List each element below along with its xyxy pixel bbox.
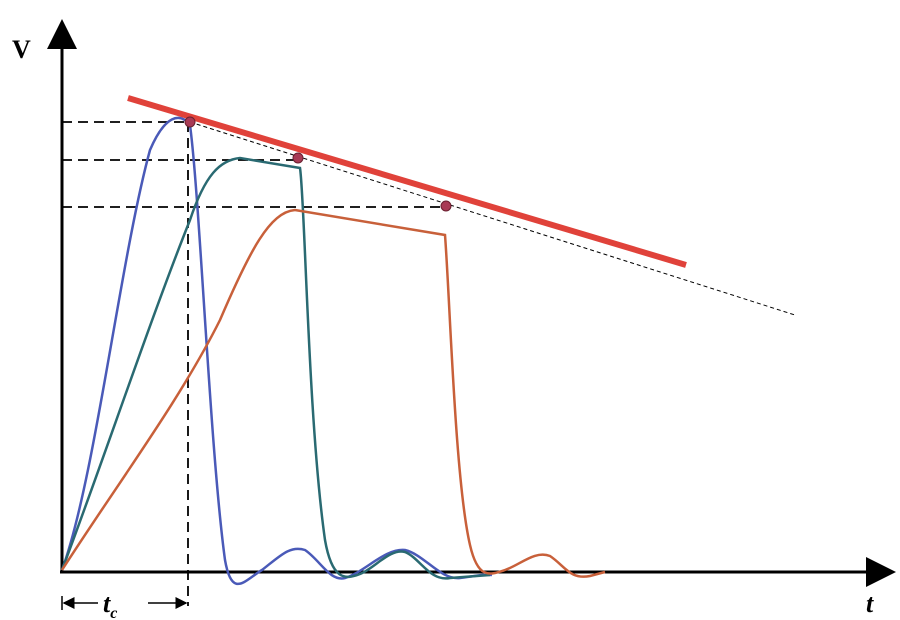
- tc-subscript: c: [110, 605, 117, 620]
- x-axis-label: t: [866, 589, 874, 618]
- guide-lines: [62, 121, 446, 606]
- y-axis-label: V: [12, 35, 31, 64]
- tc-label: tc: [103, 589, 117, 620]
- envelope-line: [189, 121, 796, 316]
- peak-envelope: [127, 95, 687, 268]
- curve-short: [60, 116, 493, 585]
- tc-base: t: [103, 589, 111, 618]
- curve-medium: [60, 156, 491, 580]
- tc-label-bg: [98, 588, 148, 620]
- peak-points: [184, 116, 452, 212]
- curve-long: [60, 208, 606, 578]
